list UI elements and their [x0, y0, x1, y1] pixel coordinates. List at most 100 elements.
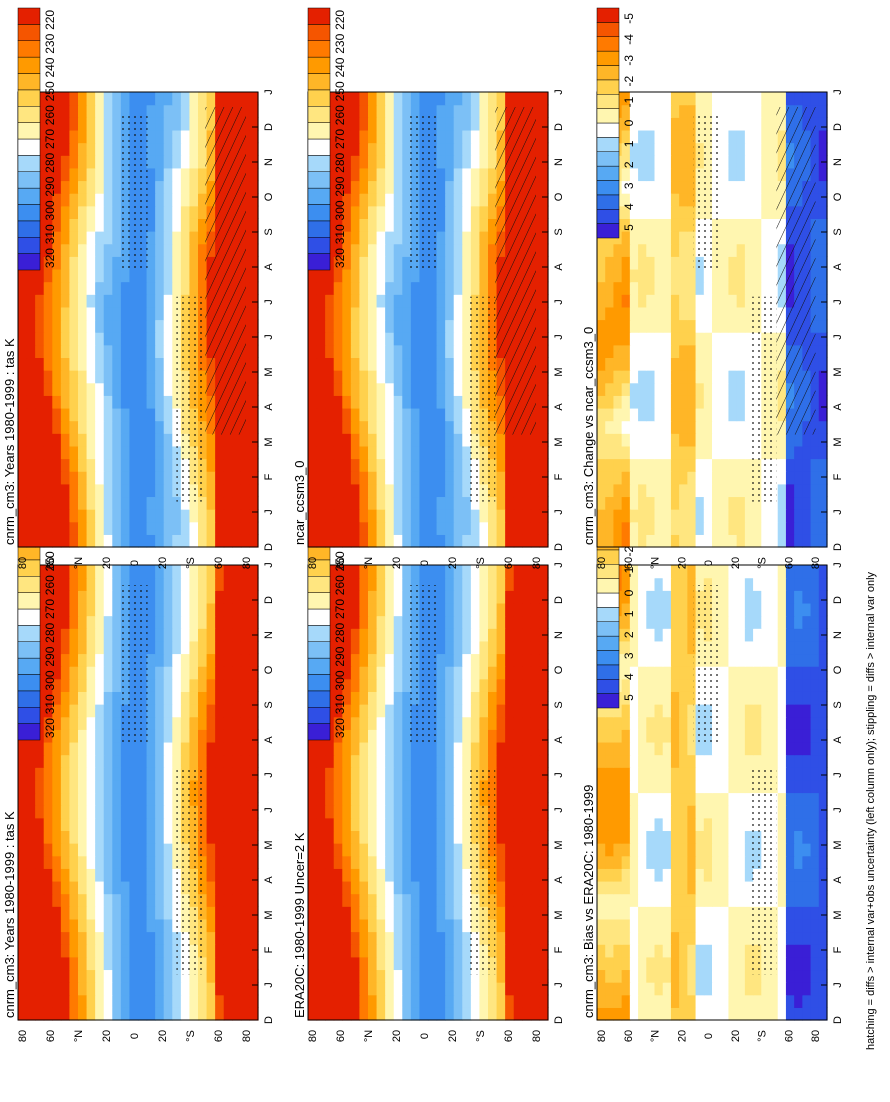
colorbar-label: 320 [333, 718, 347, 738]
heatmap-cell [445, 704, 455, 718]
heatmap-cell [777, 906, 787, 920]
heatmap-cell [445, 817, 455, 832]
heatmap-cell [522, 577, 532, 591]
heatmap-cell [78, 433, 88, 447]
heatmap-cell [393, 880, 403, 895]
heatmap-cell [445, 370, 455, 384]
latitude-tick-label: °N [73, 1030, 85, 1042]
heatmap-cell [308, 754, 318, 768]
heatmap-cell [78, 868, 88, 882]
heatmap-cell [18, 344, 28, 359]
heatmap-cell [605, 792, 615, 806]
heatmap-cell [453, 704, 463, 718]
heatmap-cell [60, 471, 71, 485]
heatmap-cell [530, 590, 541, 604]
heatmap-cell [112, 344, 122, 359]
heatmap-cell [419, 741, 429, 756]
heatmap-cell [120, 906, 131, 920]
heatmap-cell [342, 1007, 352, 1021]
heatmap-cell [172, 496, 182, 510]
heatmap-cell [129, 395, 139, 409]
heatmap-cell [146, 918, 156, 933]
heatmap-cell [163, 691, 173, 705]
heatmap-cell [712, 805, 721, 819]
latitude-tick-label: 80 [241, 557, 253, 569]
heatmap-cell [638, 729, 647, 743]
heatmap-cell [86, 332, 96, 346]
heatmap-cell [728, 843, 738, 857]
heatmap-cell [316, 496, 326, 510]
heatmap-cell [112, 92, 122, 106]
heatmap-cell [785, 792, 795, 806]
heatmap-cell [112, 628, 122, 642]
heatmap-cell [402, 243, 412, 257]
heatmap-cell [189, 243, 199, 257]
heatmap-cell [240, 458, 251, 472]
heatmap-cell [198, 969, 208, 983]
heatmap-cell [60, 395, 71, 409]
heatmap-cell [78, 370, 88, 384]
heatmap-cell [522, 906, 532, 920]
heatmap-cell [223, 496, 233, 510]
heatmap-cell [138, 370, 148, 384]
heatmap-cell [26, 843, 36, 857]
heatmap-cell [95, 433, 105, 447]
heatmap-cell [35, 458, 45, 472]
heatmap-cell [662, 969, 672, 983]
heatmap-cell [654, 767, 664, 781]
heatmap-cell [597, 893, 606, 907]
heatmap-cell [368, 483, 378, 498]
latitude-tick-label: 60 [335, 1030, 347, 1042]
heatmap-cell [785, 779, 795, 794]
stippling-overlay [466, 769, 496, 975]
heatmap-cell [530, 931, 541, 945]
heatmap-cell [453, 534, 463, 548]
heatmap-cell [215, 445, 225, 460]
heatmap-cell [802, 792, 812, 806]
heatmap-cell [436, 483, 446, 498]
heatmap-cell [120, 268, 131, 283]
heatmap-cell [479, 534, 489, 548]
heatmap-cell [453, 640, 463, 655]
heatmap-cell [662, 792, 672, 806]
heatmap-cell [810, 817, 820, 832]
heatmap-cell [479, 496, 489, 510]
heatmap-cell [505, 678, 515, 692]
heatmap-cell [376, 982, 386, 996]
heatmap-cell [402, 944, 412, 958]
heatmap-cell [18, 855, 28, 869]
heatmap-cell [436, 577, 446, 591]
heatmap-cell [513, 982, 523, 996]
heatmap-cell [86, 1007, 96, 1021]
heatmap-cell [26, 433, 36, 447]
heatmap-cell [402, 956, 412, 971]
heatmap-cell [410, 868, 421, 882]
heatmap-cell [654, 994, 664, 1008]
heatmap-cell [479, 741, 489, 756]
heatmap-cell [189, 281, 199, 295]
heatmap-cell [138, 509, 148, 523]
heatmap-cell [505, 458, 515, 472]
heatmap-cell [350, 944, 361, 958]
heatmap-cell [223, 678, 233, 692]
heatmap-cell [60, 382, 71, 396]
heatmap-cell [818, 1007, 828, 1021]
heatmap-cell [60, 496, 71, 510]
heatmap-cell [470, 741, 481, 756]
heatmap-cell [359, 666, 369, 680]
heatmap-cell [428, 509, 438, 523]
latitude-tick-label: 60 [213, 557, 225, 569]
month-tick-label: N [263, 631, 275, 639]
heatmap-cell [78, 704, 88, 718]
heatmap-cell [189, 678, 199, 692]
heatmap-cell [78, 496, 88, 510]
heatmap-cell [720, 931, 730, 945]
heatmap-cell [513, 691, 523, 705]
heatmap-cell [18, 370, 28, 384]
heatmap-cell [35, 407, 45, 422]
heatmap-cell [342, 653, 352, 667]
heatmap-cell [359, 306, 369, 321]
heatmap-cell [308, 868, 318, 882]
heatmap-cell [522, 792, 532, 806]
heatmap-cell [445, 231, 455, 245]
